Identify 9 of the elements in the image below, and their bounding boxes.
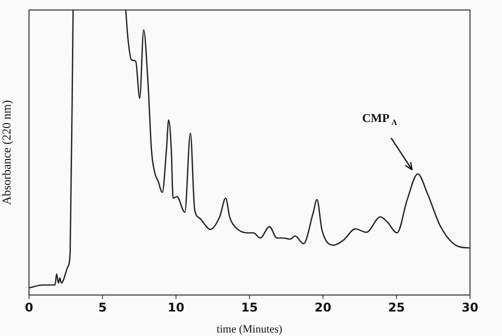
x-tick-label: 5	[98, 300, 107, 314]
x-axis-title: time (Minutes)	[216, 323, 283, 336]
y-axis-title: Absorbance (220 nm)	[0, 100, 14, 205]
x-tick-label: 20	[314, 300, 332, 314]
x-tick-label: 0	[24, 300, 34, 314]
x-tick-label: 10	[168, 300, 184, 314]
x-tick-label: 30	[462, 300, 478, 314]
x-tick-label: 25	[388, 300, 405, 314]
x-tick-label: 15	[241, 300, 258, 314]
